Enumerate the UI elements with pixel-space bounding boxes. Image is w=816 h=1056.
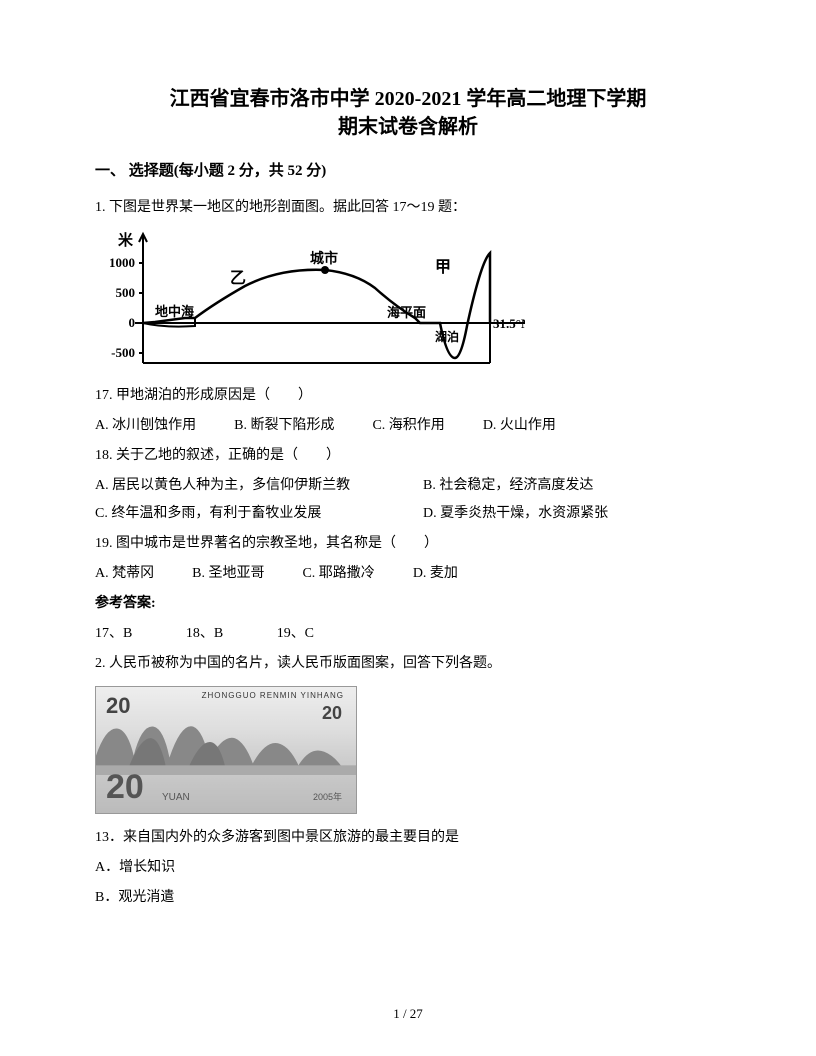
q19-c: C. 耶路撒冷 <box>302 560 374 588</box>
q18-a: A. 居民以黄色人种为主，多信仰伊斯兰教 <box>95 472 385 500</box>
q19-options: A. 梵蒂冈 B. 圣地亚哥 C. 耶路撒冷 D. 麦加 <box>95 560 721 588</box>
svg-text:甲: 甲 <box>435 258 451 276</box>
q17-options: A. 冰川刨蚀作用 B. 断裂下陷形成 C. 海积作用 D. 火山作用 <box>95 412 721 440</box>
q17-b: B. 断裂下陷形成 <box>234 412 334 440</box>
bill-20-top: 20 <box>106 693 130 719</box>
q19-d: D. 麦加 <box>413 560 458 588</box>
svg-text:0: 0 <box>129 315 136 330</box>
svg-text:1000: 1000 <box>109 255 135 270</box>
q17-c: C. 海积作用 <box>372 412 444 440</box>
bill-20-big: 20 <box>106 768 144 807</box>
q19: 19. 图中城市是世界著名的宗教圣地，其名称是（ ） <box>95 530 721 558</box>
q18-options: A. 居民以黄色人种为主，多信仰伊斯兰教 B. 社会稳定，经济高度发达 C. 终… <box>95 472 721 528</box>
q1-intro: 1. 下图是世界某一地区的地形剖面图。据此回答 17～19 题： <box>95 194 721 222</box>
ans-19: 19、C <box>277 626 314 641</box>
ans-18: 18、B <box>186 626 223 641</box>
q13: 13．来自国内外的众多游客到图中景区旅游的最主要目的是 <box>95 824 721 852</box>
svg-text:海平面: 海平面 <box>387 305 426 320</box>
svg-text:31.5°N: 31.5°N <box>493 316 525 331</box>
q17-d: D. 火山作用 <box>483 412 556 440</box>
bill-yuan: YUAN <box>162 792 190 803</box>
bill-year: 2005年 <box>313 790 342 803</box>
q13-a: A．增长知识 <box>95 854 721 882</box>
banknote-image: 20 ZHONGGUO RENMIN YINHANG 20 20 YUAN 20… <box>95 686 357 814</box>
title-line2: 期末试卷含解析 <box>95 113 721 141</box>
q18-d: D. 夏季炎热干燥，水资源紧张 <box>423 500 608 528</box>
q18-c: C. 终年温和多雨，有利于畜牧业发展 <box>95 500 385 528</box>
svg-text:湖泊: 湖泊 <box>435 329 459 344</box>
q17: 17. 甲地湖泊的形成原因是（ ） <box>95 382 721 410</box>
answers: 17、B 18、B 19、C <box>95 620 721 648</box>
svg-text:城市: 城市 <box>310 250 338 267</box>
page-footer: 1 / 27 <box>0 1006 816 1022</box>
svg-text:-500: -500 <box>111 345 135 360</box>
svg-text:500: 500 <box>116 285 136 300</box>
q17-a: A. 冰川刨蚀作用 <box>95 412 196 440</box>
q13-b: B．观光消遣 <box>95 884 721 912</box>
q2-intro: 2. 人民币被称为中国的名片，读人民币版面图案，回答下列各题。 <box>95 650 721 678</box>
q18: 18. 关于乙地的叙述，正确的是（ ） <box>95 442 721 470</box>
section-header: 一、 选择题(每小题 2 分，共 52 分) <box>95 159 721 180</box>
svg-text:乙: 乙 <box>230 270 246 287</box>
svg-text:地中海: 地中海 <box>155 304 194 319</box>
q19-b: B. 圣地亚哥 <box>192 560 264 588</box>
title-line1: 江西省宜春市洛市中学 2020-2021 学年高二地理下学期 <box>95 85 721 113</box>
ans-17: 17、B <box>95 626 132 641</box>
ref-answer-label: 参考答案: <box>95 590 721 618</box>
terrain-profile-chart: 米 1000 500 0 -500 地中海 乙 城市 海平面 甲 湖泊 31.5… <box>95 228 525 378</box>
q18-b: B. 社会稳定，经济高度发达 <box>423 472 593 500</box>
q19-a: A. 梵蒂冈 <box>95 560 154 588</box>
bill-bank-text: ZHONGGUO RENMIN YINHANG <box>202 691 344 700</box>
svg-text:米: 米 <box>118 231 134 249</box>
